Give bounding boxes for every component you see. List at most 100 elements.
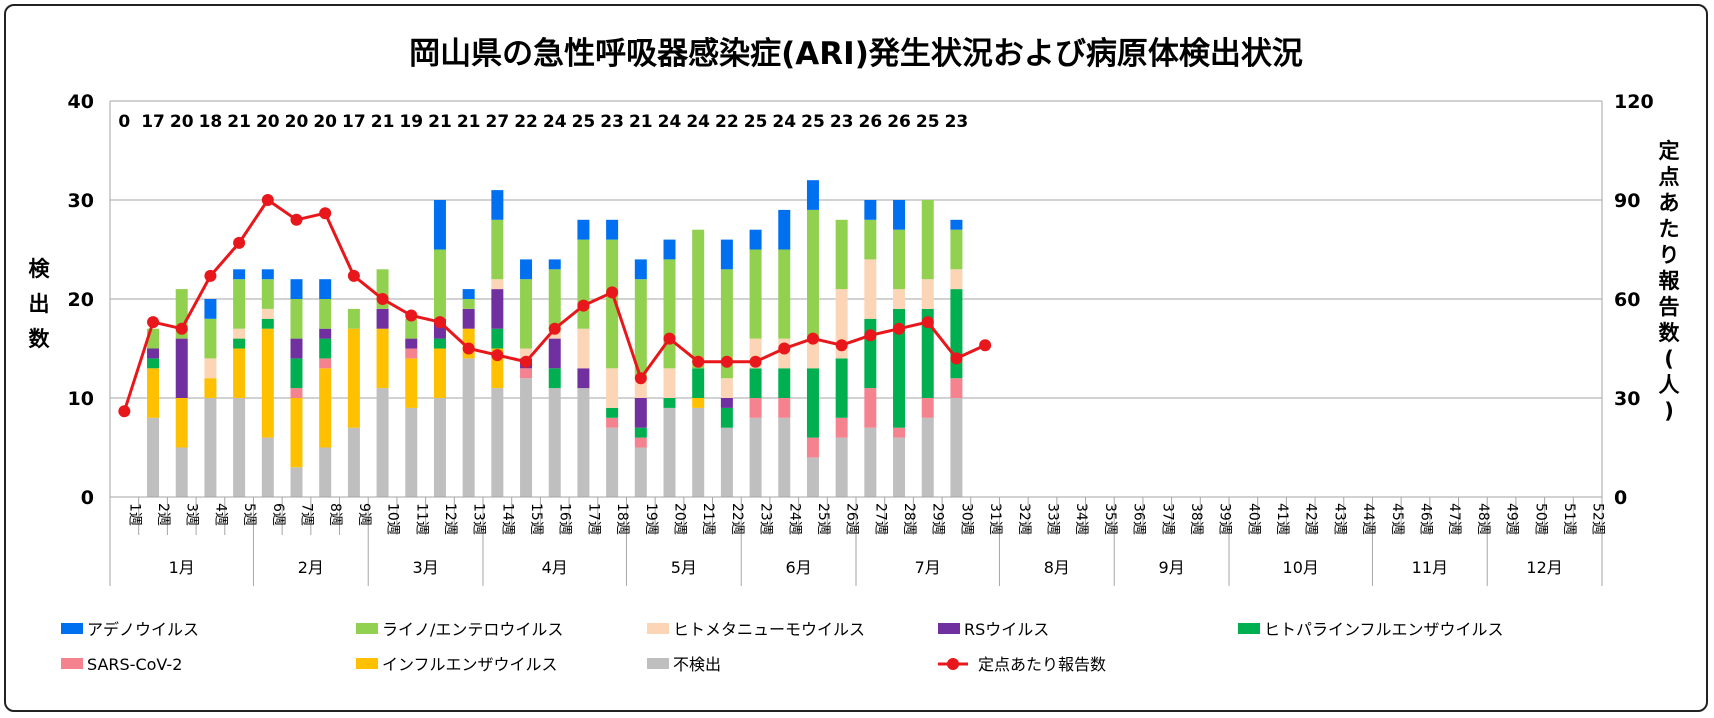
y-tick-label-left: 30 xyxy=(68,190,94,212)
x-tick-label: 19週 xyxy=(643,503,659,535)
bar-segment xyxy=(835,358,848,418)
sample-count-label: 0 xyxy=(118,112,130,132)
bar-segment xyxy=(147,358,160,369)
sample-count-label: 25 xyxy=(744,112,768,132)
bar-segment xyxy=(749,417,762,497)
report-point xyxy=(950,352,963,365)
bar-segment xyxy=(921,279,934,309)
bar-segment xyxy=(749,229,762,250)
bar-segment xyxy=(778,417,791,497)
report-point xyxy=(606,286,619,299)
bar-segment xyxy=(462,289,475,299)
report-point xyxy=(433,316,446,329)
month-label: 2月 xyxy=(298,558,324,577)
bar-segment xyxy=(692,407,705,497)
month-label: 9月 xyxy=(1159,558,1185,577)
sample-count-label: 26 xyxy=(887,112,911,132)
bar-segment xyxy=(864,318,877,389)
bar-segment xyxy=(864,200,877,220)
bar-segment xyxy=(606,427,619,497)
bar-segment xyxy=(433,249,446,319)
x-tick-label: 49週 xyxy=(1504,503,1520,535)
month-label: 6月 xyxy=(786,558,812,577)
x-tick-label: 36週 xyxy=(1131,503,1147,535)
month-label: 12月 xyxy=(1526,558,1562,577)
bar-segment xyxy=(663,368,676,398)
bar-segment xyxy=(319,338,332,359)
report-point xyxy=(577,299,590,312)
bar-segment xyxy=(835,437,848,497)
bar-segment xyxy=(663,259,676,369)
bar-segment xyxy=(806,209,819,339)
x-tick-label: 39週 xyxy=(1217,503,1233,535)
x-tick-label: 4週 xyxy=(212,503,228,526)
bar-segment xyxy=(204,378,217,398)
x-tick-label: 29週 xyxy=(930,503,946,535)
x-tick-label: 41週 xyxy=(1274,503,1290,535)
report-point xyxy=(405,309,418,322)
x-tick-label: 9週 xyxy=(356,503,372,526)
x-tick-label: 37週 xyxy=(1159,503,1175,535)
bar-segment xyxy=(204,398,217,497)
legend-swatch xyxy=(61,623,83,634)
bar-segment xyxy=(491,328,504,349)
bar-segment xyxy=(405,348,418,359)
report-point xyxy=(749,355,762,368)
bar-segment xyxy=(376,388,389,497)
bar-segment xyxy=(376,308,389,329)
bar-segment xyxy=(261,308,274,319)
y-axis-title-right-char: 告 xyxy=(1659,295,1680,319)
bar-segment xyxy=(319,328,332,339)
legend-label: RSウイルス xyxy=(964,620,1049,639)
bar-segment xyxy=(491,289,504,329)
bar-segment xyxy=(720,239,733,270)
legend-swatch xyxy=(356,658,378,669)
x-tick-label: 24週 xyxy=(786,503,802,535)
bar-segment xyxy=(233,338,246,349)
sample-count-label: 23 xyxy=(830,112,854,132)
report-point xyxy=(261,194,274,206)
x-tick-label: 42週 xyxy=(1303,503,1319,535)
bar-segment xyxy=(778,209,791,250)
x-tick-label: 23週 xyxy=(758,503,774,535)
x-tick-label: 22週 xyxy=(729,503,745,535)
sample-count-label: 24 xyxy=(543,112,567,132)
x-tick-label: 43週 xyxy=(1331,503,1347,535)
bar-segment xyxy=(893,289,906,309)
bar-segment xyxy=(921,308,934,398)
report-point xyxy=(290,213,303,226)
bar-segment xyxy=(577,368,590,389)
report-point xyxy=(204,269,217,282)
sample-count-label: 18 xyxy=(199,112,223,132)
sample-count-label: 20 xyxy=(313,112,337,132)
bar-segment xyxy=(548,259,561,270)
bar-segment xyxy=(347,427,360,497)
bar-segment xyxy=(950,378,963,398)
bar-segment xyxy=(491,190,504,220)
sample-count-label: 19 xyxy=(399,112,423,132)
bar-segment xyxy=(204,318,217,359)
sample-count-label: 27 xyxy=(486,112,510,132)
bar-segment xyxy=(606,407,619,418)
bar-segment xyxy=(233,279,246,329)
sample-count-label: 20 xyxy=(256,112,280,132)
x-tick-label: 14週 xyxy=(499,503,515,535)
x-tick-label: 10週 xyxy=(385,503,401,535)
bar-segment xyxy=(433,338,446,349)
bar-segment xyxy=(893,229,906,290)
y-tick-label-right: 60 xyxy=(1614,289,1640,311)
sample-count-label: 21 xyxy=(428,112,452,132)
month-label: 7月 xyxy=(915,558,941,577)
bar-segment xyxy=(577,239,590,329)
bar-segment xyxy=(233,398,246,497)
sample-count-label: 24 xyxy=(772,112,796,132)
x-tick-label: 52週 xyxy=(1590,503,1606,535)
report-point xyxy=(634,372,647,385)
bar-segment xyxy=(175,447,188,497)
month-label: 8月 xyxy=(1044,558,1070,577)
x-tick-label: 32週 xyxy=(1016,503,1032,535)
bar-segment xyxy=(663,239,676,260)
y-axis-title-right-char: 点 xyxy=(1659,165,1680,189)
legend-swatch xyxy=(647,658,669,669)
x-tick-label: 51週 xyxy=(1561,503,1577,535)
